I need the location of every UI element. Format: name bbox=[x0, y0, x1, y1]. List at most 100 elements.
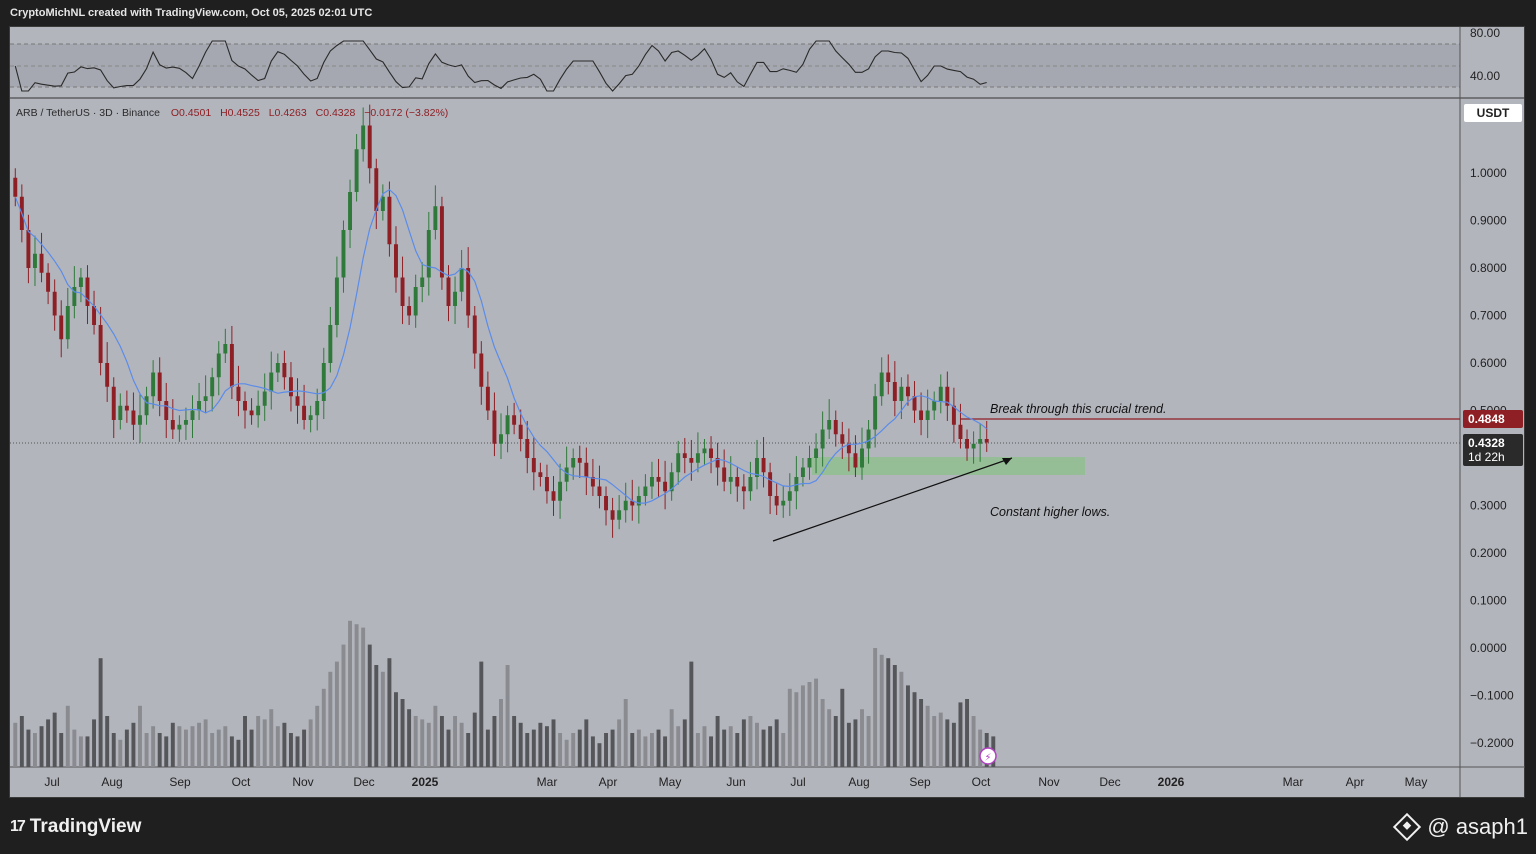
candle-body bbox=[958, 424, 963, 439]
candle-body bbox=[932, 401, 937, 411]
volume-bar bbox=[197, 722, 202, 767]
volume-bars bbox=[13, 620, 996, 767]
volume-bar bbox=[321, 688, 326, 767]
volume-bar bbox=[59, 733, 64, 767]
candle-body bbox=[33, 253, 37, 268]
candle-body bbox=[584, 462, 589, 477]
candle-body bbox=[479, 353, 484, 387]
volume-bar bbox=[755, 722, 759, 767]
currency-badge[interactable]: USDT bbox=[1464, 104, 1522, 122]
volume-bar bbox=[367, 644, 372, 767]
volume-bar bbox=[840, 688, 845, 767]
volume-bar bbox=[945, 719, 950, 767]
volume-bar bbox=[236, 739, 241, 767]
candle-body bbox=[183, 420, 188, 425]
candle-body bbox=[846, 443, 851, 454]
volume-bar bbox=[505, 665, 510, 767]
candle-body bbox=[800, 467, 805, 477]
volume-bar bbox=[682, 719, 687, 767]
x-tick-label: Nov bbox=[292, 775, 313, 789]
x-tick-label: Nov bbox=[1038, 775, 1059, 789]
volume-bar bbox=[78, 736, 83, 767]
y-tick-label: 0.7000 bbox=[1470, 309, 1507, 323]
tradingview-logo[interactable]: 17 TradingView bbox=[10, 816, 141, 838]
volume-bar bbox=[223, 726, 228, 767]
candle-body bbox=[590, 477, 595, 487]
volume-bar bbox=[229, 736, 234, 767]
candle-body bbox=[833, 420, 838, 435]
volume-bar bbox=[728, 726, 733, 767]
volume-bar bbox=[485, 729, 490, 767]
volume-bar bbox=[479, 661, 484, 767]
volume-bar bbox=[131, 722, 136, 767]
volume-bar bbox=[919, 699, 924, 767]
volume-bar bbox=[33, 733, 37, 767]
chart-frame[interactable] bbox=[9, 26, 1525, 798]
volume-bar bbox=[170, 722, 175, 767]
ohlc-low: L0.4263 bbox=[269, 107, 307, 119]
volume-bar bbox=[453, 716, 458, 767]
y-tick-label: 0.6000 bbox=[1470, 356, 1507, 370]
y-tick-label: 0.3000 bbox=[1470, 499, 1507, 513]
candle-body bbox=[131, 410, 136, 425]
volume-bar bbox=[157, 733, 162, 767]
volume-bar bbox=[249, 729, 254, 767]
x-tick-label: Oct bbox=[972, 775, 991, 789]
candle-body bbox=[879, 372, 884, 397]
volume-bar bbox=[892, 665, 897, 767]
volume-bar bbox=[446, 729, 451, 767]
candle-body bbox=[308, 415, 313, 420]
candle-body bbox=[814, 448, 819, 458]
volume-bar bbox=[597, 743, 602, 767]
x-tick-label: 2025 bbox=[412, 775, 439, 789]
candle-body bbox=[394, 244, 398, 278]
candle-body bbox=[459, 268, 464, 292]
volume-bar bbox=[282, 722, 287, 767]
lightning-icon[interactable] bbox=[979, 747, 997, 765]
volume-bar bbox=[676, 726, 681, 767]
candle-body bbox=[203, 396, 208, 401]
candle-body bbox=[380, 196, 385, 211]
candle-body bbox=[597, 486, 602, 496]
candle-body bbox=[610, 510, 615, 520]
candle-body bbox=[236, 386, 241, 401]
candle-body bbox=[518, 424, 523, 439]
candle-body bbox=[899, 386, 904, 401]
candle-body bbox=[873, 396, 878, 430]
volume-bar bbox=[426, 722, 431, 767]
candle-body bbox=[492, 410, 497, 444]
volume-bar bbox=[722, 729, 727, 767]
volume-bar bbox=[518, 722, 523, 767]
volume-bar bbox=[768, 726, 773, 767]
candle-body bbox=[807, 458, 812, 468]
candle-body bbox=[787, 491, 792, 501]
candle-body bbox=[407, 306, 412, 316]
candle-body bbox=[636, 496, 641, 506]
candle-body bbox=[387, 196, 392, 245]
trendline-arrowhead bbox=[1002, 458, 1012, 465]
candle-body bbox=[170, 420, 175, 430]
volume-bar bbox=[794, 692, 799, 767]
volume-bar bbox=[820, 699, 825, 767]
candle-body bbox=[748, 477, 753, 492]
volume-bar bbox=[19, 716, 24, 767]
candle-body bbox=[905, 386, 910, 397]
volume-bar bbox=[873, 648, 878, 767]
volume-bar bbox=[695, 733, 700, 767]
volume-bar bbox=[52, 712, 57, 767]
candle-body bbox=[177, 424, 182, 430]
candle-body bbox=[984, 439, 989, 443]
volume-bar bbox=[604, 733, 608, 767]
volume-bar bbox=[551, 719, 556, 767]
candle-body bbox=[971, 443, 976, 449]
volume-bar bbox=[853, 719, 858, 767]
volume-bar bbox=[269, 709, 274, 767]
candle-body bbox=[643, 486, 648, 496]
symbol-info: ARB / TetherUS · 3D · Binance O0.4501 H0… bbox=[16, 107, 448, 119]
volume-bar bbox=[26, 729, 31, 767]
volume-bar bbox=[531, 729, 536, 767]
candle-body bbox=[374, 168, 379, 211]
candle-body bbox=[892, 382, 897, 401]
rsi-line bbox=[14, 40, 987, 92]
